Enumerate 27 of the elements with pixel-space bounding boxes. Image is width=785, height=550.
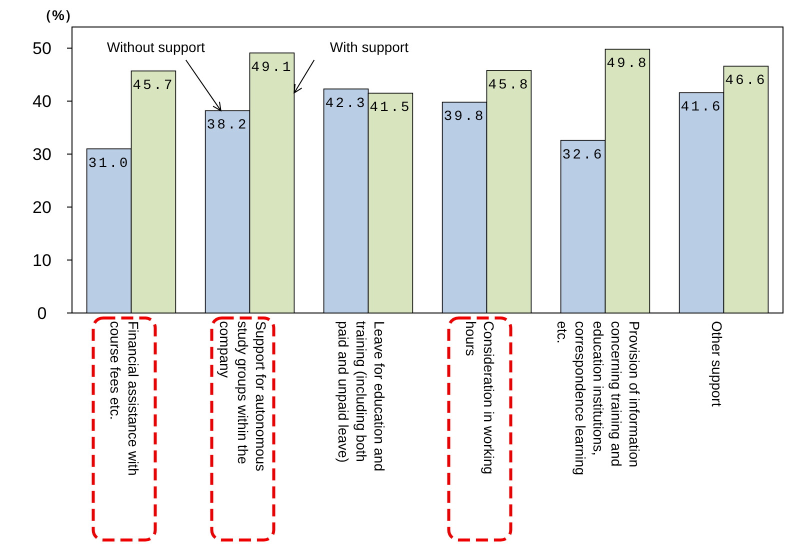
data-label: 32.6 [562,147,604,164]
text: Without support [106,39,205,55]
x-tick-label: Consideration in working hours [462,321,497,474]
data-label: 42.3 [325,96,367,112]
y-tick-label: 50 [32,39,52,58]
data-label: 41.6 [680,100,722,116]
data-label: 45.7 [132,78,174,94]
y-tick-label: 0 [37,304,47,323]
y-tick-label: 40 [32,92,52,112]
data-label: 49.8 [606,56,648,72]
y-tick-label: 20 [32,198,52,218]
data-label: 41.5 [370,100,412,116]
x-tick-label: Provision of information concerning training and education institutions, correspondence learning etc. [554,321,642,476]
data-label: 46.6 [725,73,767,90]
x-tick-label: Leave for education and training (including both paid and unpaid leave) [335,321,388,472]
data-label: 45.8 [488,77,530,94]
data-label: 39.8 [444,109,486,126]
data-label: 38.2 [206,118,248,134]
x-tick-label: Support for autonomous study groups within the company [216,321,269,472]
y-tick-label: 30 [32,145,52,164]
y-axis-title: （%） [38,7,78,23]
text: With support [330,39,409,55]
data-label: 31.0 [88,156,130,172]
x-tick-label: Other support [708,321,725,407]
x-tick-label: Financial assistance with course fees etc. [107,321,142,476]
y-tick-label: 10 [32,250,52,270]
data-label: 49.1 [251,60,293,76]
